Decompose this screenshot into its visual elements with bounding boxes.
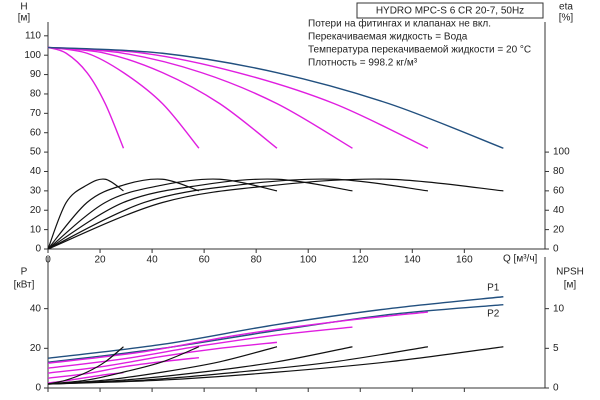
y-tick-label: 40 — [30, 303, 42, 314]
y-tick-label: 110 — [25, 30, 41, 41]
curve — [47, 346, 200, 385]
curve — [47, 346, 124, 385]
y2-tick-label: 5 — [553, 343, 559, 354]
y2-axis-label: eta — [559, 2, 573, 13]
y2-tick-label: 10 — [553, 303, 565, 314]
series-label: P1 — [487, 282, 500, 293]
curve — [47, 46, 125, 149]
x-tick-label: 140 — [404, 255, 421, 266]
curve — [47, 346, 504, 385]
note: Температура перекачиваемой жидкости = 20… — [308, 45, 531, 56]
y2-tick-label: 40 — [553, 205, 565, 216]
y-tick-label: 0 — [35, 383, 41, 394]
curve — [47, 178, 278, 250]
y2-tick-label: 20 — [553, 224, 565, 235]
curve — [47, 178, 428, 250]
y-axis-label: H — [20, 2, 27, 13]
y2-tick-label: 100 — [553, 147, 570, 158]
curve — [47, 178, 504, 250]
y-tick-label: 20 — [30, 343, 42, 354]
curve — [47, 178, 124, 250]
curve — [47, 46, 504, 149]
curve — [47, 296, 504, 359]
curve — [47, 46, 200, 149]
x-tick-label: 160 — [456, 255, 473, 266]
x-tick-label: 120 — [352, 255, 369, 266]
x-axis-label: Q [м³/ч] — [503, 254, 538, 265]
y2-axis-label: NPSH — [556, 267, 584, 278]
note: Потери на фитингах и клапанах не вкл. — [308, 18, 491, 30]
y-axis-unit: [м] — [18, 13, 31, 24]
title-box — [356, 2, 544, 19]
y-tick-label: 70 — [30, 108, 42, 119]
y2-axis-unit: [м] — [564, 280, 577, 291]
curve — [47, 46, 353, 149]
y2-tick-label: 0 — [553, 383, 559, 394]
y-tick-label: 80 — [30, 89, 42, 100]
y-tick-label: 90 — [30, 69, 42, 80]
y-tick-label: 20 — [30, 205, 42, 216]
y-tick-label: 40 — [30, 166, 42, 177]
y-tick-label: 0 — [35, 244, 41, 255]
y2-tick-label: 60 — [553, 185, 565, 196]
curve — [47, 46, 278, 149]
curve — [47, 356, 199, 379]
curve — [47, 178, 200, 250]
y-axis-label: P — [21, 267, 28, 278]
y-tick-label: 10 — [30, 224, 42, 235]
curve — [47, 341, 278, 374]
x-tick-label: 40 — [147, 255, 159, 266]
y-tick-label: 100 — [24, 50, 41, 61]
curve — [47, 326, 353, 369]
y2-tick-label: 80 — [553, 166, 565, 177]
curve — [47, 346, 278, 385]
x-tick-label: 80 — [251, 255, 263, 266]
chart-title: HYDRO MPC-S 6 CR 20-7, 50Hz — [376, 6, 524, 17]
curve — [47, 303, 504, 363]
y-tick-label: 50 — [30, 147, 42, 158]
y2-axis-unit: [%] — [559, 13, 574, 24]
series-label: P2 — [487, 308, 500, 319]
note: Плотность = 998.2 кг/м³ — [308, 58, 418, 69]
x-tick-label: 100 — [300, 255, 317, 266]
y-tick-label: 30 — [30, 185, 42, 196]
y-axis-unit: [кВт] — [14, 280, 35, 291]
curve — [47, 178, 353, 250]
note: Перекачиваемая жидкость = Вода — [308, 32, 468, 43]
y2-tick-label: 0 — [553, 244, 559, 255]
y-tick-label: 60 — [30, 127, 42, 138]
x-tick-label: 60 — [199, 255, 211, 266]
x-tick-label: 20 — [94, 255, 106, 266]
